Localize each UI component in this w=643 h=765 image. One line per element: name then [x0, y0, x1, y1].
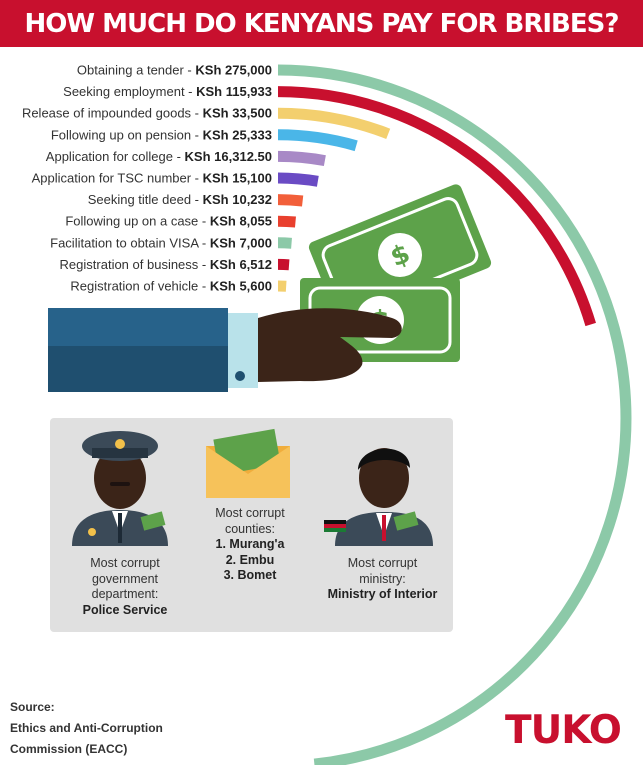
bar-5	[277, 150, 326, 167]
source-label: Source:	[10, 700, 55, 714]
category-label-8: Following up on a case -	[65, 214, 210, 229]
police-caption: Most corrupt government department: Poli…	[60, 556, 190, 618]
value-label-7: KSh 10,232	[203, 192, 272, 207]
kenya-flag-icon	[324, 520, 346, 532]
value-label-9: KSh 7,000	[210, 235, 272, 250]
bar-label-4: Following up on pension - KSh 25,333	[51, 127, 272, 142]
value-label-3: KSh 33,500	[203, 106, 272, 121]
counties-caption: Most corrupt counties: 1. Murang'a 2. Em…	[190, 506, 310, 584]
category-label-6: Application for TSC number -	[32, 171, 203, 186]
bar-arcs	[277, 64, 632, 765]
ministry-answer: Ministry of Interior	[327, 587, 438, 601]
bar-label-1: Obtaining a tender - KSh 275,000	[77, 63, 272, 78]
page-title: HOW MUCH DO KENYANS PAY FOR BRIBES?	[24, 8, 620, 39]
county-2: 2. Embu	[225, 552, 275, 567]
bar-1	[277, 64, 632, 765]
bar-labels: Obtaining a tender - KSh 275,000 Seeking …	[22, 63, 272, 294]
police-officer-icon	[72, 431, 168, 546]
category-label-4: Following up on pension -	[51, 127, 203, 142]
category-label-10: Registration of business -	[60, 257, 210, 272]
category-label-5: Application for college -	[46, 149, 185, 164]
bar-label-3: Release of impounded goods - KSh 33,500	[22, 106, 272, 121]
bar-label-7: Seeking title deed - KSh 10,232	[88, 192, 272, 207]
bar-9	[277, 237, 292, 249]
bar-label-9: Facilitation to obtain VISA - KSh 7,000	[50, 235, 272, 250]
hand-icon	[48, 308, 402, 392]
bar-label-6: Application for TSC number - KSh 15,100	[32, 171, 272, 186]
county-3: 3. Bomet	[223, 568, 277, 582]
value-label-5: KSh 16,312.50	[185, 149, 272, 164]
police-answer: Police Service	[82, 602, 168, 617]
bar-label-8: Following up on a case - KSh 8,055	[65, 214, 272, 229]
bar-label-2: Seeking employment - KSh 115,933	[63, 84, 272, 99]
source-note: Source: Ethics and Anti-Corruption Commi…	[10, 697, 230, 760]
source-line-2: Commission (EACC)	[10, 742, 128, 756]
value-label-1: KSh 275,000	[195, 63, 272, 78]
value-label-6: KSh 15,100	[203, 171, 272, 186]
source-line-1: Ethics and Anti-Corruption	[10, 721, 163, 735]
category-label-2: Seeking employment -	[63, 84, 196, 99]
ministry-caption: Most corrupt ministry: Ministry of Inter…	[315, 556, 450, 603]
bar-2	[277, 86, 596, 327]
corruption-panel: Most corrupt government department: Poli…	[50, 418, 453, 632]
envelope-icon	[206, 428, 290, 498]
bar-6	[277, 172, 319, 187]
tuko-logo: TUKO	[505, 708, 622, 753]
bar-label-5: Application for college - KSh 16,312.50	[46, 149, 272, 164]
category-label-7: Seeking title deed -	[88, 192, 203, 207]
category-label-1: Obtaining a tender -	[77, 63, 196, 78]
value-label-8: KSh 8,055	[210, 214, 272, 229]
category-label-9: Facilitation to obtain VISA -	[50, 235, 210, 250]
value-label-11: KSh 5,600	[210, 279, 272, 294]
value-label-4: KSh 25,333	[203, 127, 272, 142]
value-label-2: KSh 115,933	[196, 84, 272, 99]
bar-8	[277, 215, 296, 228]
category-label-3: Release of impounded goods -	[22, 106, 203, 121]
bar-3	[277, 107, 391, 139]
header-banner: HOW MUCH DO KENYANS PAY FOR BRIBES?	[0, 0, 643, 47]
bar-label-11: Registration of vehicle - KSh 5,600	[70, 279, 272, 294]
bar-label-10: Registration of business - KSh 6,512	[60, 257, 272, 272]
bar-4	[277, 129, 358, 152]
county-1: 1. Murang'a	[215, 537, 285, 551]
minister-icon	[324, 448, 433, 546]
value-label-10: KSh 6,512	[210, 257, 272, 272]
category-label-11: Registration of vehicle -	[70, 279, 209, 294]
bar-7	[277, 194, 304, 207]
